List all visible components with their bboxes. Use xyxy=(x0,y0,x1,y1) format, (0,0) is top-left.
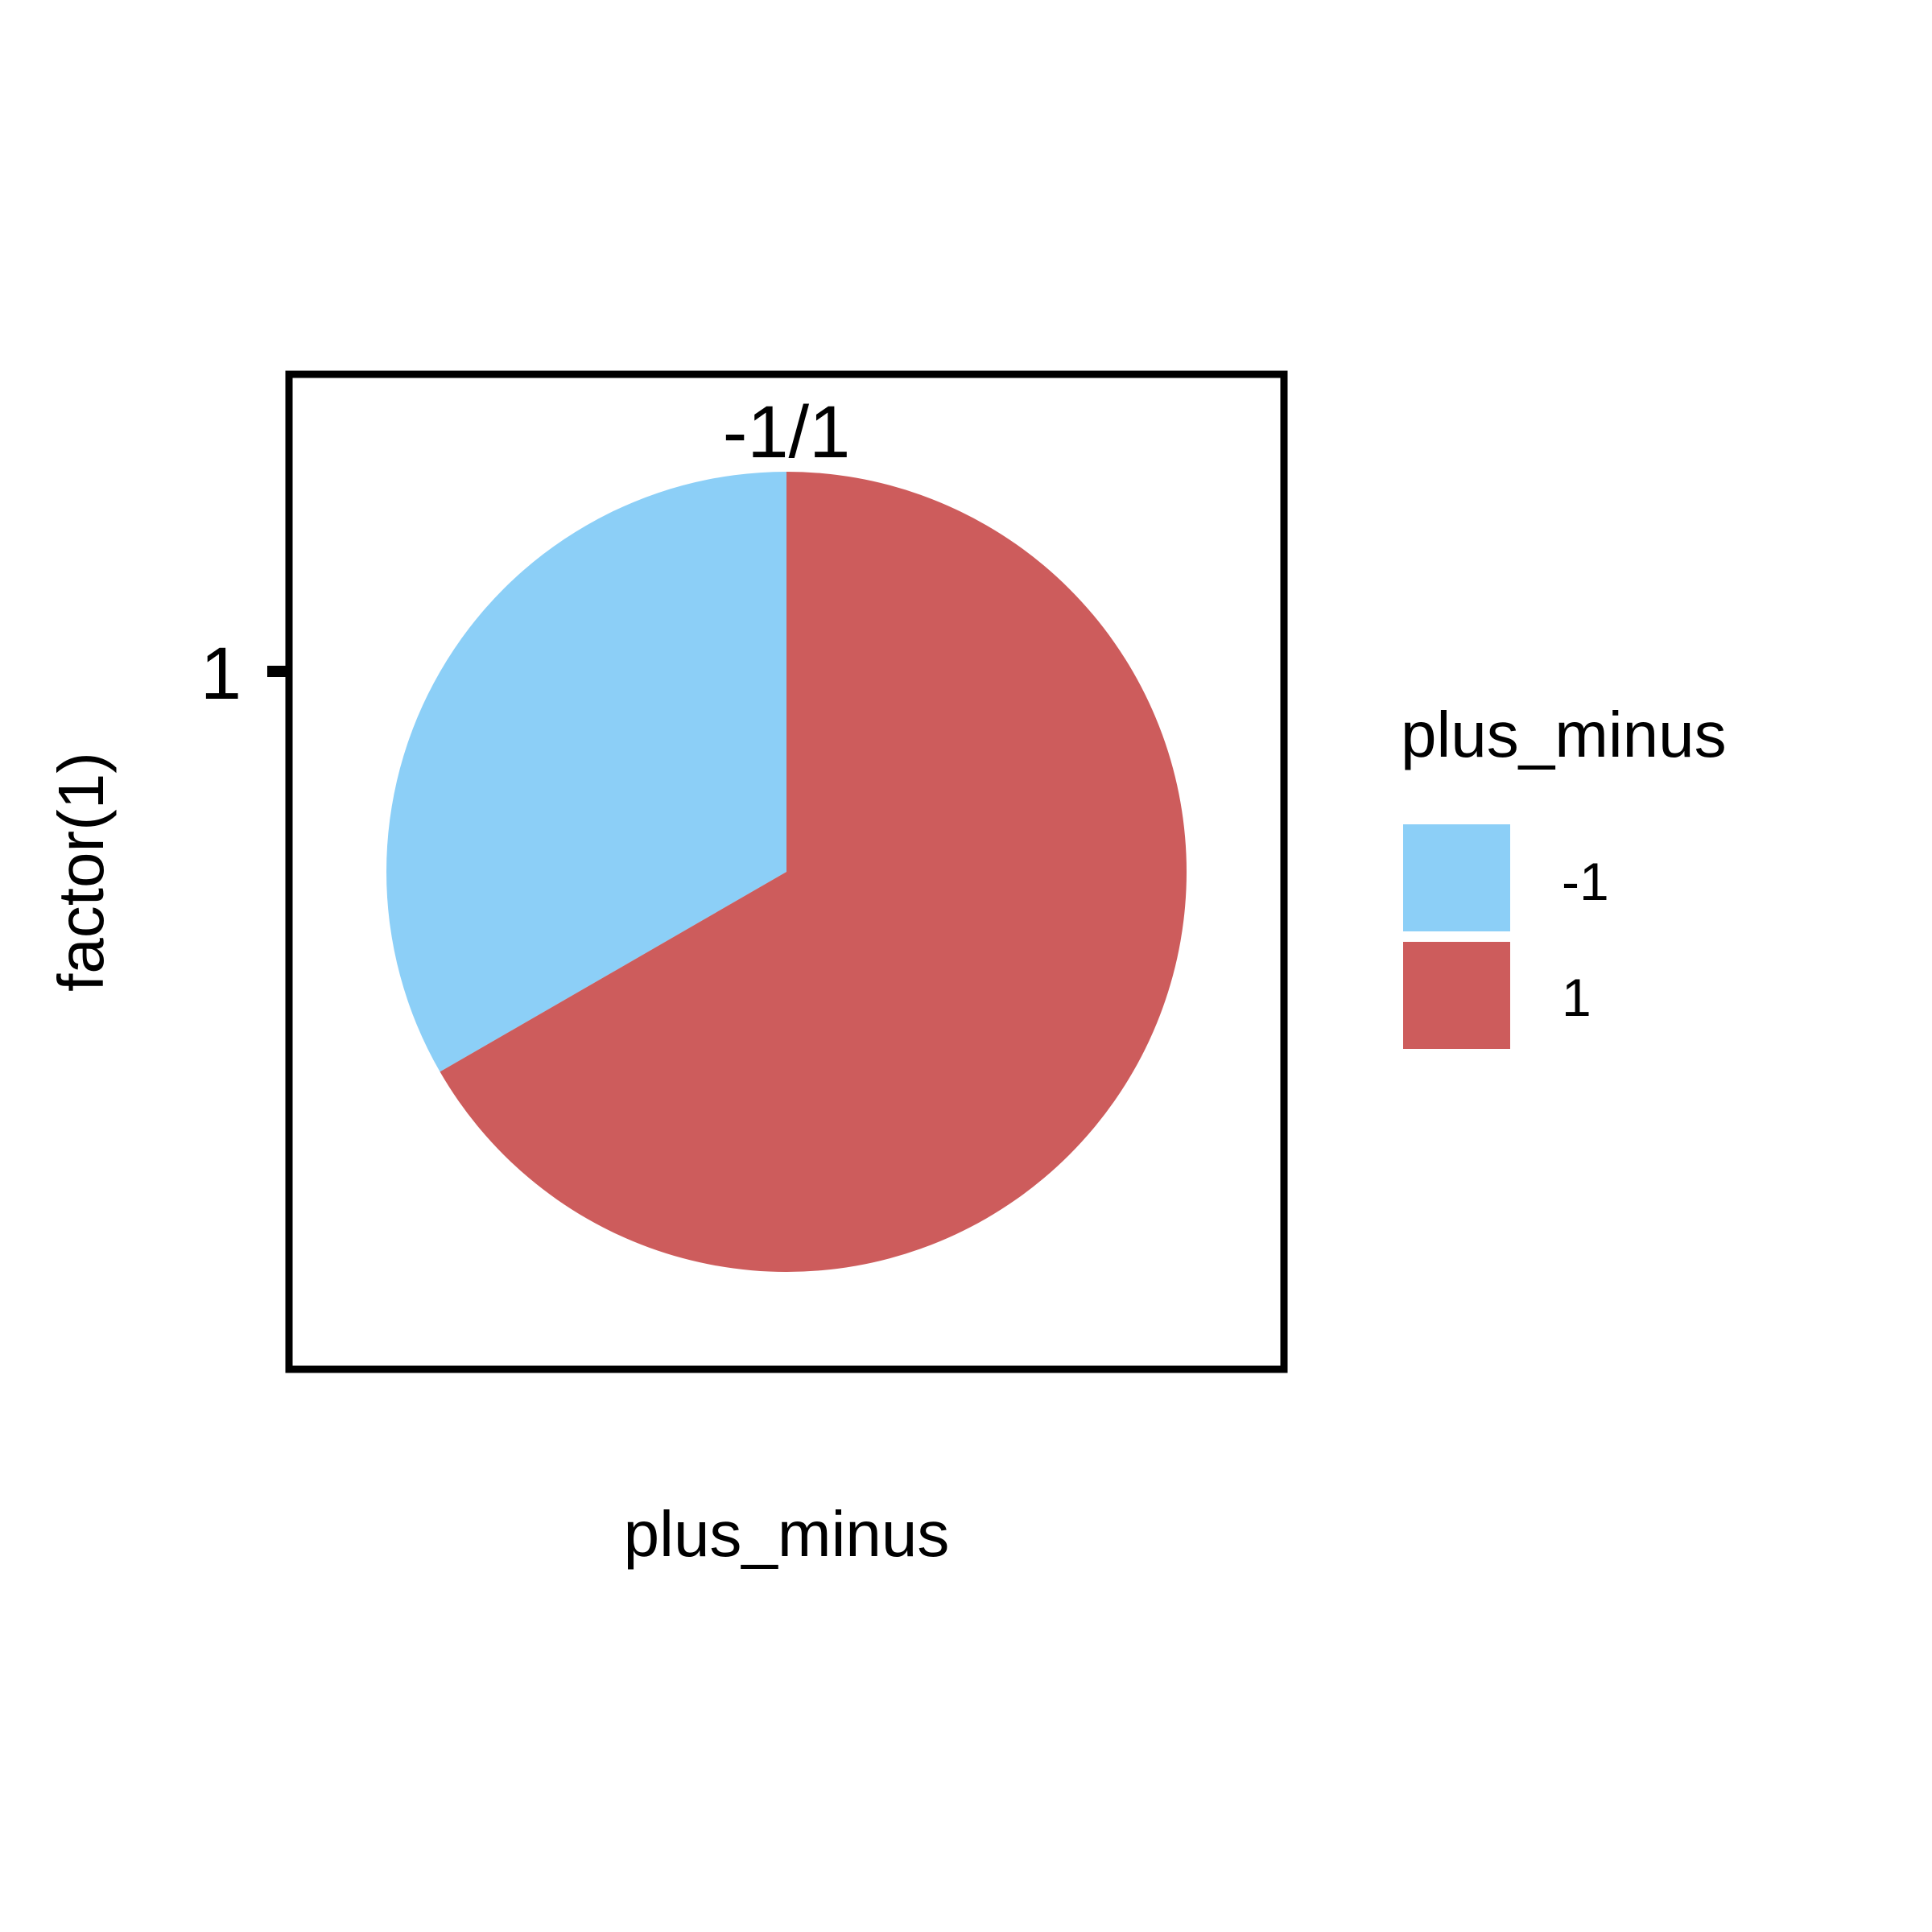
legend-label-one: 1 xyxy=(1562,968,1591,1027)
legend-label-minus-one: -1 xyxy=(1562,852,1609,911)
panel-label: -1/1 xyxy=(723,391,851,473)
y-axis-title: factor(1) xyxy=(45,752,117,992)
legend-swatch-minus-one xyxy=(1403,824,1510,931)
legend: plus_minus -1 1 xyxy=(1401,699,1727,1049)
pie-slice-one xyxy=(440,472,1187,1273)
legend-swatch-one xyxy=(1403,942,1510,1049)
pie-slices xyxy=(386,472,1187,1273)
pie-slice-minus-one xyxy=(386,472,786,1072)
panel-border xyxy=(285,370,1288,1373)
x-axis-title: plus_minus xyxy=(624,1498,950,1570)
y-tick-label: 1 xyxy=(200,633,242,715)
legend-title: plus_minus xyxy=(1401,699,1727,770)
